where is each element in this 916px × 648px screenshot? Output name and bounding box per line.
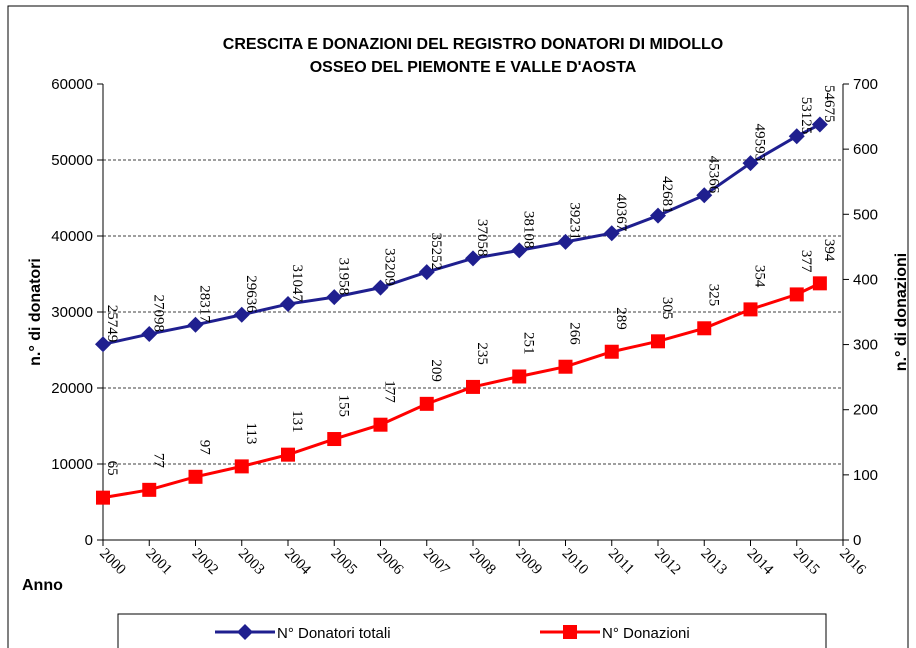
data-point — [142, 482, 157, 497]
chart-title: OSSEO DEL PIEMONTE E VALLE D'AOSTA — [310, 59, 637, 76]
data-point — [326, 289, 343, 306]
data-point — [372, 279, 389, 296]
data-label: 325 — [705, 284, 721, 307]
data-label: 354 — [752, 265, 768, 288]
data-point — [419, 396, 434, 411]
data-label: 305 — [659, 297, 675, 320]
y2-tick-label: 500 — [853, 206, 878, 223]
data-label: 39231 — [567, 202, 583, 240]
y-tick-label: 10000 — [51, 456, 93, 473]
data-point — [512, 369, 527, 384]
data-point — [141, 326, 158, 343]
y2-tick-label: 300 — [853, 337, 878, 354]
data-point — [789, 287, 804, 302]
data-point — [187, 316, 204, 333]
data-point — [96, 490, 110, 505]
data-label: 54675 — [821, 85, 837, 123]
chart-frame — [7, 5, 909, 648]
legend-label: N° Donazioni — [602, 625, 690, 642]
data-point — [233, 306, 250, 323]
data-point — [373, 417, 388, 432]
data-label: 177 — [382, 380, 398, 403]
data-label: 53125 — [798, 97, 814, 135]
data-point — [650, 207, 666, 224]
data-point — [234, 459, 249, 474]
y-tick-label: 30000 — [51, 304, 93, 321]
data-label: 37058 — [474, 219, 490, 257]
data-label: 29636 — [243, 275, 259, 313]
data-label: 235 — [474, 342, 490, 365]
data-point — [788, 128, 805, 145]
data-point — [281, 447, 295, 462]
data-label: 209 — [428, 359, 444, 382]
data-point — [742, 155, 759, 172]
data-point — [697, 321, 712, 336]
y2-axis-label: n.° di donazioni — [893, 253, 910, 371]
data-label: 97 — [197, 440, 213, 456]
data-label: 289 — [613, 307, 629, 330]
data-label: 38108 — [520, 211, 536, 249]
legend-marker — [563, 625, 577, 639]
data-label: 49593 — [752, 124, 768, 162]
data-point — [603, 225, 620, 242]
data-label: 45366 — [705, 156, 721, 194]
data-label: 28317 — [197, 285, 213, 323]
data-point — [558, 359, 573, 374]
data-label: 77 — [150, 453, 166, 469]
data-label: 35252 — [428, 233, 444, 271]
y-tick-label: 40000 — [51, 228, 93, 245]
data-point — [327, 432, 342, 447]
data-label: 377 — [798, 250, 814, 273]
data-label: 65 — [104, 461, 120, 476]
legend-label: N° Donatori totali — [277, 625, 391, 642]
y2-tick-label: 0 — [853, 532, 861, 549]
data-point — [466, 379, 480, 394]
data-label: 33209 — [382, 248, 398, 286]
data-point — [696, 187, 713, 204]
data-point — [280, 296, 296, 313]
data-point — [188, 469, 203, 484]
data-label: 394 — [821, 239, 837, 262]
data-point — [95, 336, 111, 353]
legend-marker — [237, 624, 253, 640]
data-label: 266 — [567, 322, 583, 345]
y2-tick-label: 100 — [853, 467, 878, 484]
y2-tick-label: 200 — [853, 402, 878, 419]
data-point — [557, 233, 574, 250]
data-label: 42681 — [659, 176, 675, 214]
y-tick-label: 0 — [85, 532, 93, 549]
y-tick-label: 60000 — [51, 76, 93, 93]
data-point — [418, 264, 435, 281]
y-tick-label: 50000 — [51, 152, 93, 169]
y-tick-label: 20000 — [51, 380, 93, 397]
data-label: 25749 — [104, 305, 120, 343]
data-point — [604, 344, 619, 359]
data-label: 27098 — [150, 295, 166, 333]
data-point — [465, 250, 481, 267]
data-label: 155 — [335, 395, 351, 418]
data-label: 131 — [289, 410, 305, 433]
y2-tick-label: 400 — [853, 271, 878, 288]
y2-tick-label: 700 — [853, 76, 878, 93]
data-label: 251 — [520, 332, 536, 355]
data-label: 31958 — [335, 258, 351, 296]
data-label: 31047 — [289, 265, 305, 303]
data-label: 40367 — [613, 194, 629, 232]
data-point — [811, 116, 828, 133]
data-label: 113 — [243, 422, 259, 444]
data-point — [743, 302, 758, 317]
data-point — [511, 242, 528, 259]
data-point — [651, 334, 665, 349]
x-axis-label: Anno — [22, 577, 63, 594]
y-axis-label: n.° di donatori — [27, 258, 44, 366]
y2-tick-label: 600 — [853, 141, 878, 158]
data-point — [812, 276, 827, 291]
chart-title: CRESCITA E DONAZIONI DEL REGISTRO DONATO… — [223, 36, 723, 53]
